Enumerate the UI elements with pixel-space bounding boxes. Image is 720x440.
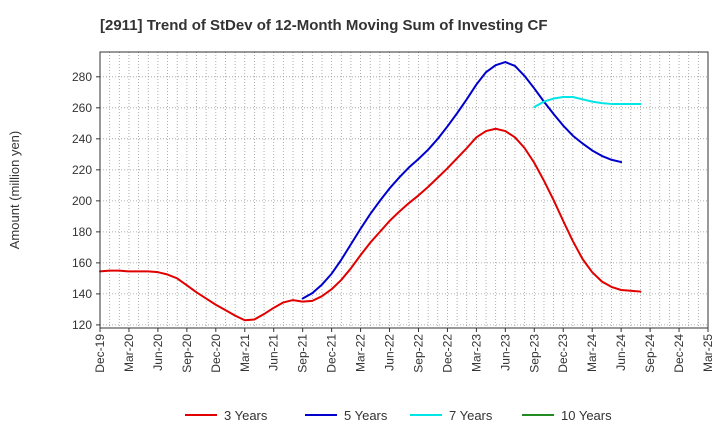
x-tick-label: Dec-20 xyxy=(209,334,223,373)
legend-label-5-years: 5 Years xyxy=(344,408,388,423)
x-tick-label: Jun-22 xyxy=(383,334,397,371)
legend: 3 Years 5 Years 7 Years 10 Years xyxy=(185,408,612,423)
x-tick-label: Dec-24 xyxy=(672,334,686,373)
series-line-3-years xyxy=(99,127,642,322)
x-tick-label: Jun-21 xyxy=(267,334,281,371)
x-tick-label: Sep-20 xyxy=(180,334,194,373)
plot-frame xyxy=(99,51,709,329)
y-tick-label: 160 xyxy=(72,256,92,270)
x-tick-label: Mar-22 xyxy=(354,334,368,372)
x-tick-label: Dec-23 xyxy=(556,334,570,373)
x-tick-label: Mar-21 xyxy=(238,334,252,372)
y-tick-label: 280 xyxy=(72,70,92,84)
y-tick-label: 240 xyxy=(72,132,92,146)
x-tick-label: Sep-23 xyxy=(527,334,541,373)
grid xyxy=(100,52,708,328)
series-line-7-years xyxy=(533,95,642,109)
legend-label-3-years: 3 Years xyxy=(224,408,268,423)
x-tick-label: Dec-22 xyxy=(440,334,454,373)
x-tick-label: Jun-20 xyxy=(151,334,165,371)
chart-title: [2911] Trend of StDev of 12-Month Moving… xyxy=(100,17,548,34)
y-tick-label: 200 xyxy=(72,194,92,208)
series-lines xyxy=(99,61,642,322)
y-axis-label: Amount (million yen) xyxy=(7,131,22,250)
series-line-5-years xyxy=(301,61,623,300)
x-axis-ticks: Dec-19 Mar-20 Jun-20 Sep-20 Dec-20 Mar-21 Jun-… xyxy=(93,328,715,373)
y-tick-label: 120 xyxy=(72,318,92,332)
y-axis-ticks: 120 140 160 180 200 220 240 260 280 xyxy=(72,70,100,332)
x-tick-label: Sep-24 xyxy=(643,334,657,373)
x-tick-label: Mar-23 xyxy=(469,334,483,372)
x-tick-label: Jun-24 xyxy=(614,334,628,371)
x-tick-label: Dec-21 xyxy=(325,334,339,373)
x-tick-label: Mar-25 xyxy=(701,334,715,372)
legend-label-10-years: 10 Years xyxy=(561,408,612,423)
y-tick-label: 220 xyxy=(72,163,92,177)
x-tick-label: Mar-24 xyxy=(585,334,599,372)
x-tick-label: Dec-19 xyxy=(93,334,107,373)
y-tick-label: 180 xyxy=(72,225,92,239)
x-tick-label: Sep-21 xyxy=(296,334,310,373)
x-tick-label: Jun-23 xyxy=(498,334,512,371)
y-tick-label: 140 xyxy=(72,287,92,301)
x-tick-label: Mar-20 xyxy=(122,334,136,372)
legend-label-7-years: 7 Years xyxy=(449,408,493,423)
x-tick-label: Sep-22 xyxy=(411,334,425,373)
y-tick-label: 260 xyxy=(72,101,92,115)
